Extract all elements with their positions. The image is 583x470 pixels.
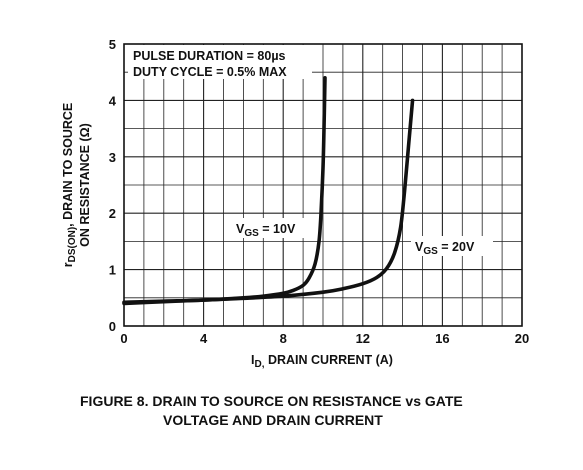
annotation-duty-cycle: DUTY CYCLE = 0.5% MAX — [133, 65, 287, 79]
plot-frame — [123, 43, 523, 327]
y-axis-label: rDS(ON), DRAIN TO SOURCE ON RESISTANCE (… — [61, 103, 92, 268]
x-tick-label: 20 — [515, 331, 529, 346]
y-tick-label: 2 — [109, 206, 116, 221]
x-tick-label: 4 — [200, 331, 208, 346]
y-tick-label: 1 — [109, 263, 116, 278]
y-tick-label: 0 — [109, 319, 116, 334]
series-label-vgs-20v: VGS = 20V — [415, 240, 475, 257]
figure-caption-line1: FIGURE 8. DRAIN TO SOURCE ON RESISTANCE … — [80, 393, 463, 409]
x-tick-label: 12 — [356, 331, 370, 346]
figure-caption-line2: VOLTAGE AND DRAIN CURRENT — [163, 412, 383, 428]
x-tick-label: 0 — [120, 331, 127, 346]
y-axis-label-line1: rDS(ON), DRAIN TO SOURCE — [61, 103, 78, 268]
series-label-vgs-10v: VGS = 10V — [236, 222, 296, 239]
series-label-bg-vgs-10v — [231, 218, 307, 238]
x-axis-label: ID, DRAIN CURRENT (A) — [251, 353, 393, 370]
y-axis-label-line2: ON RESISTANCE (Ω) — [78, 123, 92, 247]
x-tick-label: 8 — [280, 331, 287, 346]
series-line-vgs-10v — [122, 76, 327, 305]
series-line-vgs-20v — [122, 98, 415, 306]
series-label-bg-vgs-20v — [411, 236, 493, 256]
annotation-box — [128, 45, 312, 79]
annotation-pulse-duration: PULSE DURATION = 80µs — [133, 49, 286, 63]
x-tick-label: 16 — [435, 331, 449, 346]
y-tick-labels: 0 1 2 3 4 5 — [109, 37, 117, 334]
x-tick-labels: 0 4 8 12 16 20 — [120, 331, 529, 346]
y-tick-label: 5 — [109, 37, 116, 52]
y-tick-label: 4 — [109, 93, 117, 108]
y-tick-label: 3 — [109, 150, 116, 165]
